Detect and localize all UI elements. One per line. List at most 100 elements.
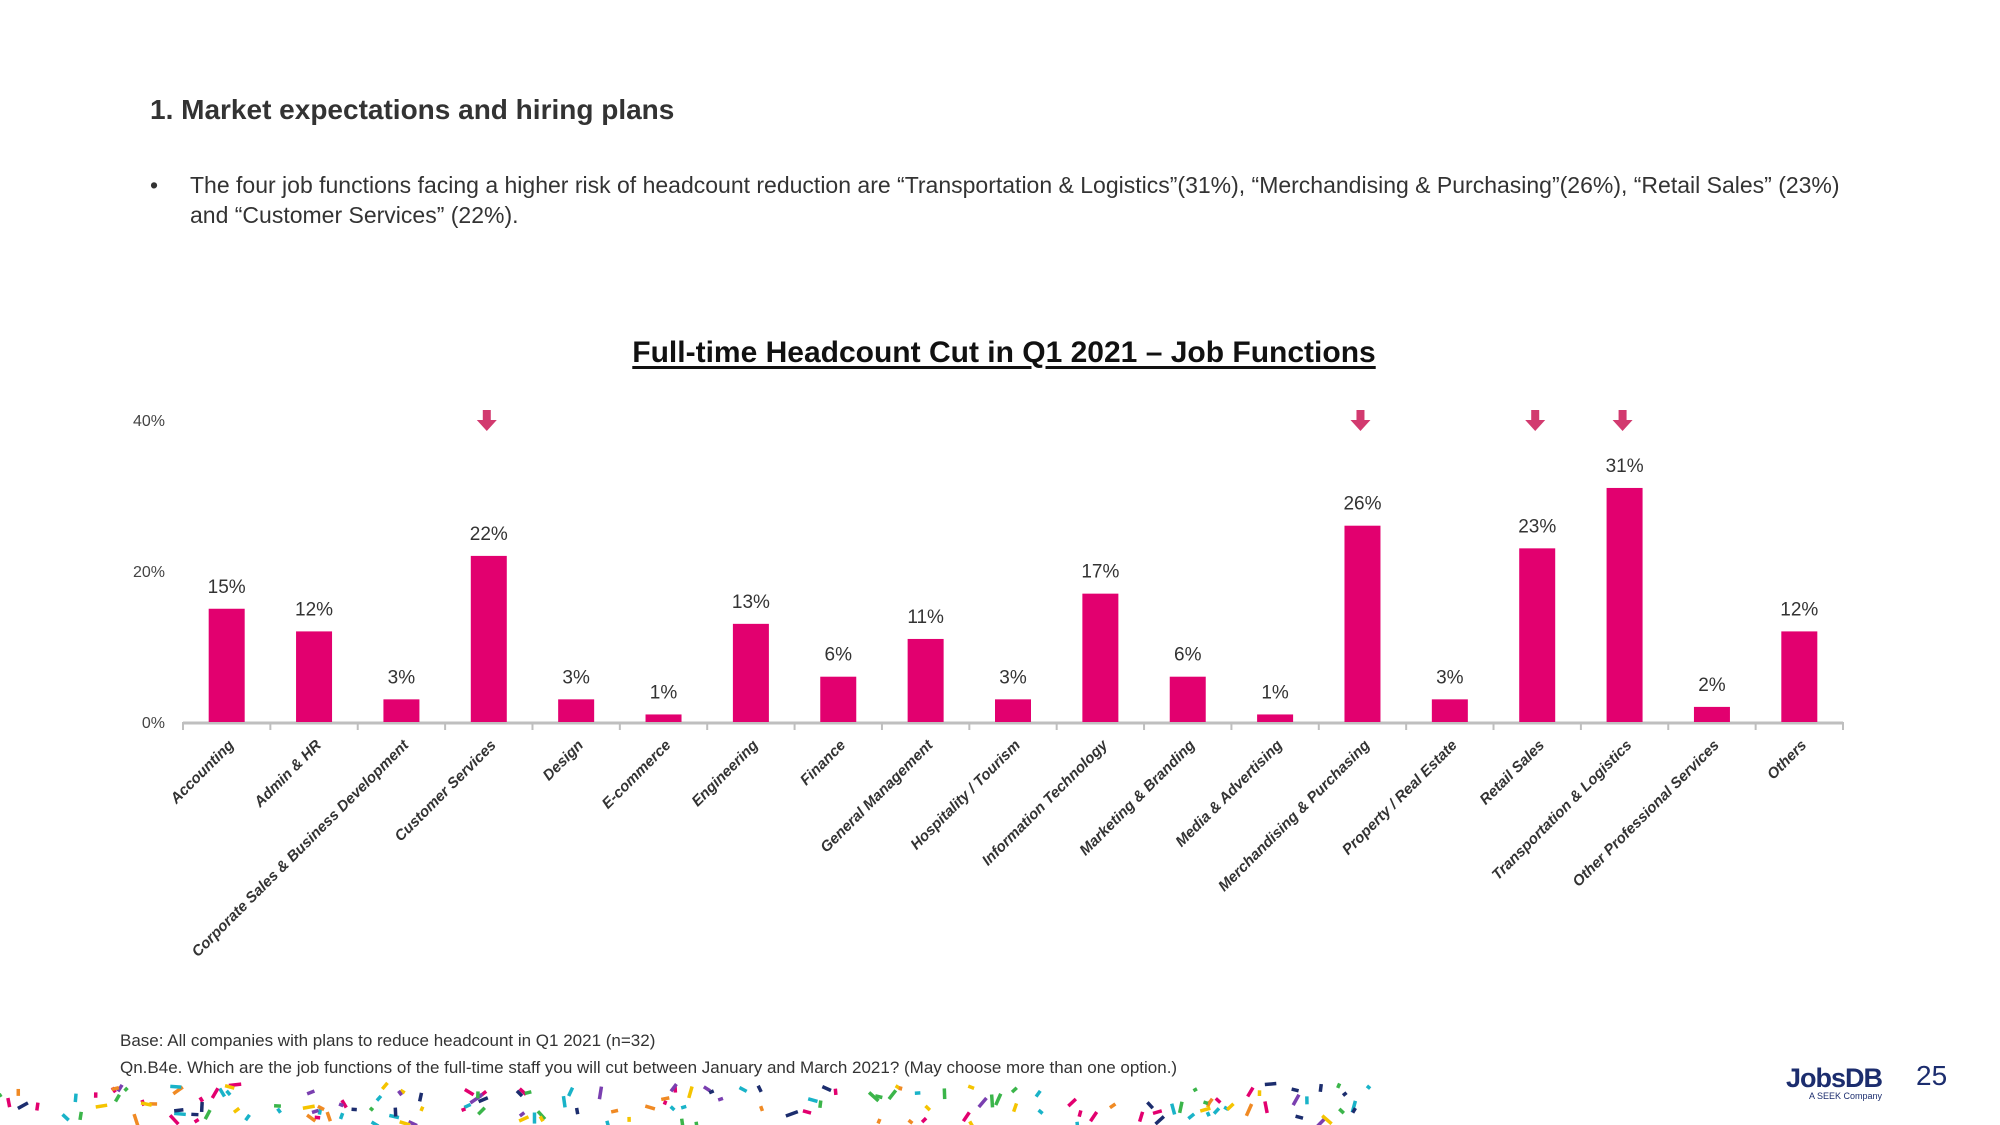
confetti-piece — [1263, 1101, 1269, 1114]
confetti-piece — [1170, 1103, 1177, 1115]
footnote-base: Base: All companies with plans to reduce… — [120, 1031, 656, 1050]
bar — [1606, 487, 1643, 722]
down-arrow-icon — [1612, 410, 1633, 431]
confetti-decoration — [0, 1081, 1372, 1125]
x-tick-label: Accounting — [166, 737, 237, 808]
data-label: 6% — [825, 645, 853, 666]
data-label: 3% — [388, 667, 416, 688]
confetti-piece — [920, 1116, 928, 1124]
confetti-piece — [818, 1100, 823, 1109]
x-tick-label: Transportation & Logistics — [1489, 737, 1636, 884]
confetti-piece — [317, 1104, 325, 1112]
x-tick-label: Finance — [797, 737, 849, 789]
confetti-piece — [610, 1108, 619, 1114]
data-label: 22% — [470, 524, 508, 545]
bar — [470, 555, 507, 722]
confetti-piece — [1067, 1097, 1078, 1108]
confetti-piece — [1152, 1109, 1163, 1116]
confetti-piece — [380, 1081, 389, 1091]
confetti-piece — [524, 1090, 532, 1096]
bar — [1519, 548, 1556, 722]
confetti-piece — [702, 1085, 712, 1093]
confetti-piece — [0, 1092, 3, 1100]
confetti-piece — [78, 1111, 84, 1121]
confetti-piece — [314, 1115, 321, 1120]
confetti-piece — [662, 1100, 668, 1106]
confetti-piece — [898, 1086, 903, 1091]
confetti-piece — [1202, 1100, 1209, 1106]
x-tick-label: E-commerce — [599, 737, 675, 813]
confetti-piece — [924, 1104, 932, 1112]
confetti-piece — [680, 1104, 687, 1110]
confetti-piece — [475, 1091, 480, 1099]
confetti-piece — [914, 1091, 921, 1095]
bar — [907, 638, 944, 722]
down-arrow-icon — [1350, 410, 1371, 431]
confetti-piece — [567, 1086, 575, 1097]
confetti-piece — [397, 1089, 404, 1097]
confetti-piece — [244, 1113, 251, 1122]
confetti-piece — [1205, 1097, 1214, 1107]
confetti-piece — [191, 1112, 199, 1117]
confetti-piece — [597, 1086, 604, 1100]
confetti-piece — [111, 1085, 120, 1092]
confetti-piece — [876, 1118, 882, 1125]
confetti-piece — [17, 1101, 29, 1110]
page-number: 25 — [1916, 1060, 1948, 1091]
confetti-piece — [679, 1118, 685, 1125]
bar — [995, 699, 1031, 722]
confetti-piece — [1177, 1101, 1184, 1114]
data-label: 11% — [907, 607, 944, 628]
confetti-piece — [407, 1120, 418, 1125]
confetti-piece — [174, 1111, 186, 1117]
confetti-piece — [961, 1111, 971, 1123]
confetti-piece — [1212, 1107, 1221, 1115]
confetti-piece — [1205, 1111, 1211, 1117]
confetti-piece — [1264, 1081, 1277, 1087]
confetti-piece — [95, 1103, 108, 1109]
bar — [1344, 525, 1381, 722]
confetti-piece — [168, 1114, 180, 1125]
confetti-piece — [1146, 1101, 1155, 1110]
confetti-piece — [561, 1095, 567, 1108]
confetti-piece — [1225, 1102, 1235, 1111]
confetti-piece — [821, 1085, 832, 1093]
confetti-piece — [1318, 1083, 1323, 1092]
confetti-piece — [907, 1118, 914, 1125]
data-label: 15% — [208, 577, 246, 598]
confetti-piece — [225, 1089, 232, 1097]
confetti-piece — [1010, 1086, 1018, 1094]
jobsdb-logo: JobsDB A SEEK Company — [1786, 1063, 1883, 1101]
confetti-piece — [16, 1088, 21, 1096]
confetti-piece — [417, 1092, 424, 1102]
bar — [558, 699, 595, 722]
confetti-piece — [1108, 1102, 1117, 1110]
data-label: 1% — [1261, 682, 1289, 703]
confetti-piece — [1338, 1107, 1346, 1115]
confetti-piece — [967, 1084, 975, 1091]
confetti-piece — [738, 1085, 748, 1093]
confetti-piece — [1154, 1115, 1166, 1125]
confetti-piece — [1321, 1114, 1333, 1125]
confetti-piece — [140, 1101, 153, 1107]
confetti-piece — [1341, 1091, 1348, 1097]
confetti-piece — [515, 1089, 524, 1098]
confetti-piece — [994, 1093, 1003, 1106]
bar — [732, 623, 769, 722]
confetti-piece — [116, 1083, 124, 1093]
confetti-piece — [669, 1105, 676, 1112]
confetti-piece — [687, 1086, 694, 1099]
confetti-piece — [306, 1113, 317, 1123]
confetti-piece — [574, 1107, 580, 1115]
confetti-piece — [989, 1094, 995, 1108]
confetti-piece — [785, 1110, 799, 1118]
down-arrow-icon — [1525, 410, 1546, 431]
confetti-piece — [132, 1113, 140, 1125]
confetti-piece — [518, 1115, 530, 1123]
confetti-piece — [393, 1107, 398, 1117]
y-tick-label: 40% — [133, 413, 165, 430]
footnote-question: Qn.B4e. Which are the job functions of t… — [120, 1058, 1178, 1077]
confetti-piece — [1137, 1111, 1145, 1123]
data-label: 31% — [1606, 456, 1644, 477]
